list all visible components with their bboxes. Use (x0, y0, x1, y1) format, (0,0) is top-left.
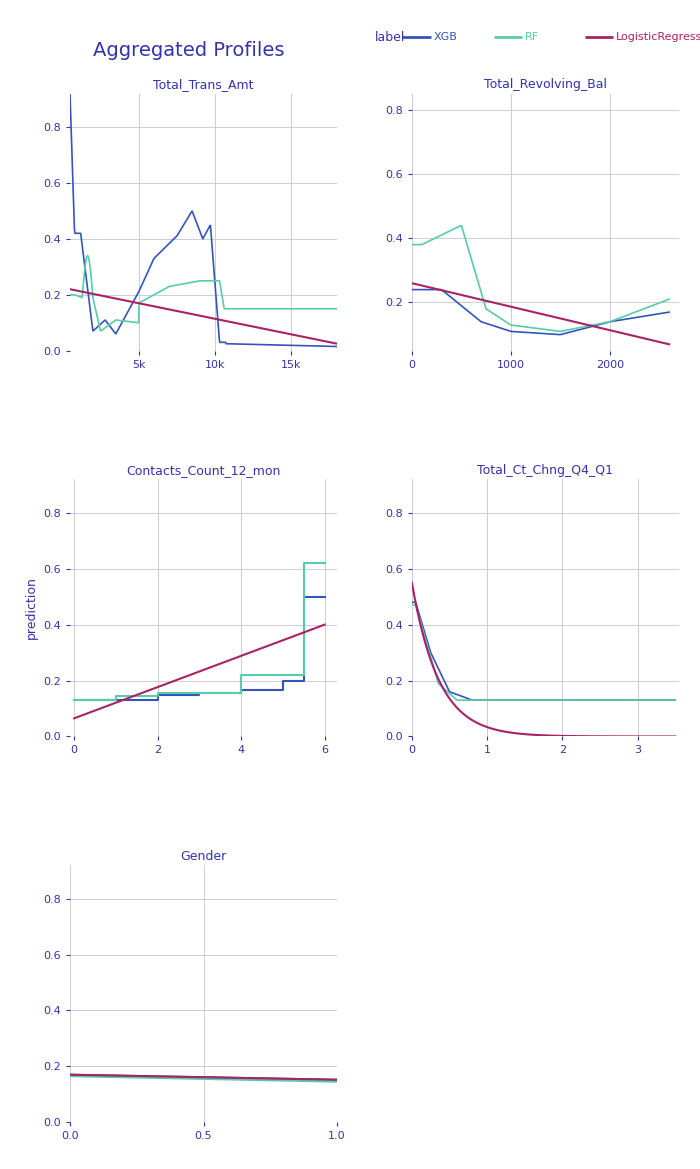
Title: Total_Revolving_Bal: Total_Revolving_Bal (484, 78, 607, 91)
Text: LogisticRegression: LogisticRegression (616, 33, 700, 42)
Text: Aggregated Profiles: Aggregated Profiles (93, 41, 285, 60)
Title: Total_Ct_Chng_Q4_Q1: Total_Ct_Chng_Q4_Q1 (477, 464, 613, 477)
Title: Gender: Gender (181, 850, 227, 863)
Title: Total_Trans_Amt: Total_Trans_Amt (153, 78, 254, 91)
Text: label: label (374, 30, 405, 44)
Y-axis label: prediction: prediction (25, 576, 38, 639)
Text: XGB: XGB (434, 33, 458, 42)
Title: Contacts_Count_12_mon: Contacts_Count_12_mon (127, 464, 281, 477)
Text: RF: RF (525, 33, 539, 42)
